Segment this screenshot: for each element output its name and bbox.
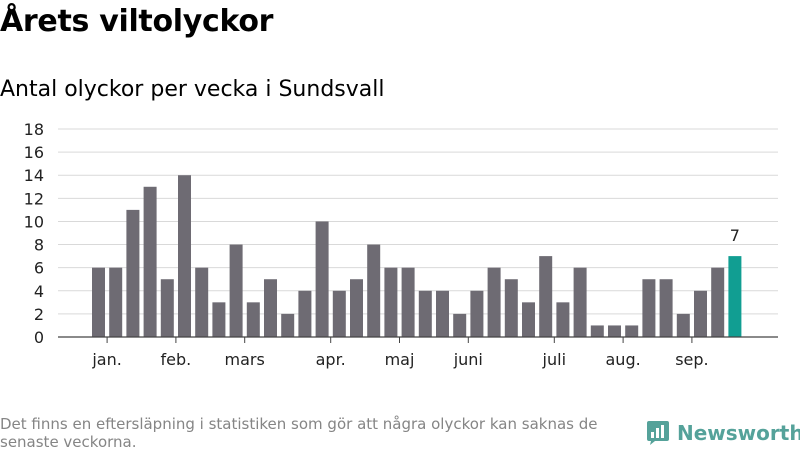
x-tick-label: juli	[542, 350, 566, 369]
bar	[160, 279, 174, 337]
bar	[711, 267, 725, 337]
y-tick-label: 4	[34, 282, 44, 301]
brand-logo: Newsworthy	[645, 420, 800, 446]
y-tick-label: 16	[24, 143, 44, 162]
bar	[401, 267, 415, 337]
data-label: 7	[730, 226, 740, 245]
bar	[229, 244, 243, 337]
bar	[608, 325, 621, 337]
bar	[659, 279, 673, 337]
bar	[384, 267, 398, 337]
bar	[332, 290, 346, 337]
bar	[212, 302, 226, 337]
y-tick-label: 0	[34, 328, 44, 347]
y-tick-label: 12	[24, 189, 44, 208]
x-tick-label: apr.	[316, 350, 346, 369]
bar	[436, 290, 449, 337]
x-tick-label: sep.	[675, 350, 708, 369]
y-tick-label: 6	[34, 259, 44, 278]
x-tick-label: mars	[225, 350, 265, 369]
bar	[281, 313, 295, 337]
x-tick-label: feb.	[161, 350, 192, 369]
bar	[143, 186, 157, 337]
bar	[694, 290, 707, 337]
bar	[642, 279, 656, 337]
y-tick-label: 14	[24, 166, 44, 185]
bar	[246, 302, 260, 337]
bar	[418, 290, 432, 337]
chart-subtitle: Antal olyckor per vecka i Sundsvall	[0, 77, 385, 102]
bar	[556, 302, 570, 337]
bar	[315, 221, 329, 337]
bar	[676, 313, 690, 337]
bar	[539, 256, 553, 337]
bar	[625, 325, 639, 337]
chart-title: Årets viltolyckor	[0, 4, 274, 39]
bar	[487, 267, 501, 337]
bar	[126, 209, 140, 337]
y-tick-label: 18	[24, 120, 44, 139]
x-tick-label: aug.	[606, 350, 641, 369]
bar	[264, 279, 277, 337]
bar-chart-logo-icon	[647, 421, 669, 445]
y-tick-label: 2	[34, 305, 44, 324]
y-tick-label: 8	[34, 236, 44, 255]
brand-name: Newsworthy	[677, 421, 800, 445]
bar	[178, 175, 191, 337]
bar	[195, 267, 209, 337]
footnote: Det finns en eftersläpning i statistiken…	[0, 415, 598, 451]
bar	[453, 313, 467, 337]
highlight-bar	[728, 256, 742, 337]
bar	[522, 302, 535, 337]
bar	[470, 290, 484, 337]
x-tick-label: juni	[453, 350, 483, 369]
bar	[504, 279, 518, 337]
bar	[367, 244, 381, 337]
bar	[298, 290, 312, 337]
bar	[350, 279, 363, 337]
bar	[590, 325, 604, 337]
x-tick-label: maj	[385, 350, 415, 369]
bar	[92, 267, 105, 337]
bar-chart: 0 2 4 6 8 10 12 14 16 18 7 jan. feb. mars apr. maj juni j…	[24, 120, 778, 369]
bar	[109, 267, 123, 337]
x-tick-label: jan.	[91, 350, 121, 369]
y-tick-label: 10	[24, 212, 44, 231]
bar	[573, 267, 587, 337]
